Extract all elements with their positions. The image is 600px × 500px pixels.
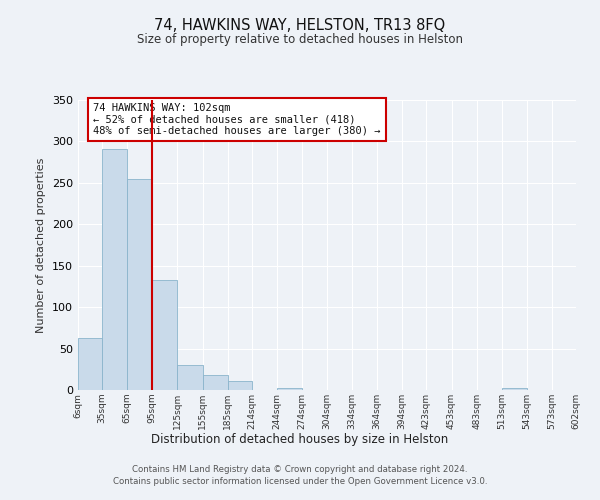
Text: 74 HAWKINS WAY: 102sqm
← 52% of detached houses are smaller (418)
48% of semi-de: 74 HAWKINS WAY: 102sqm ← 52% of detached…	[93, 103, 380, 136]
Y-axis label: Number of detached properties: Number of detached properties	[37, 158, 46, 332]
Bar	[152, 280, 178, 390]
Text: Contains HM Land Registry data © Crown copyright and database right 2024.: Contains HM Land Registry data © Crown c…	[132, 466, 468, 474]
Bar	[102, 149, 127, 390]
Text: Contains public sector information licensed under the Open Government Licence v3: Contains public sector information licen…	[113, 477, 487, 486]
Text: Size of property relative to detached houses in Helston: Size of property relative to detached ho…	[137, 32, 463, 46]
Bar	[127, 178, 152, 390]
Bar	[277, 388, 302, 390]
Bar	[78, 338, 102, 390]
Bar	[502, 388, 527, 390]
Bar	[203, 375, 227, 390]
Bar	[178, 365, 203, 390]
Text: Distribution of detached houses by size in Helston: Distribution of detached houses by size …	[151, 432, 449, 446]
Text: 74, HAWKINS WAY, HELSTON, TR13 8FQ: 74, HAWKINS WAY, HELSTON, TR13 8FQ	[154, 18, 446, 32]
Bar	[227, 381, 252, 390]
